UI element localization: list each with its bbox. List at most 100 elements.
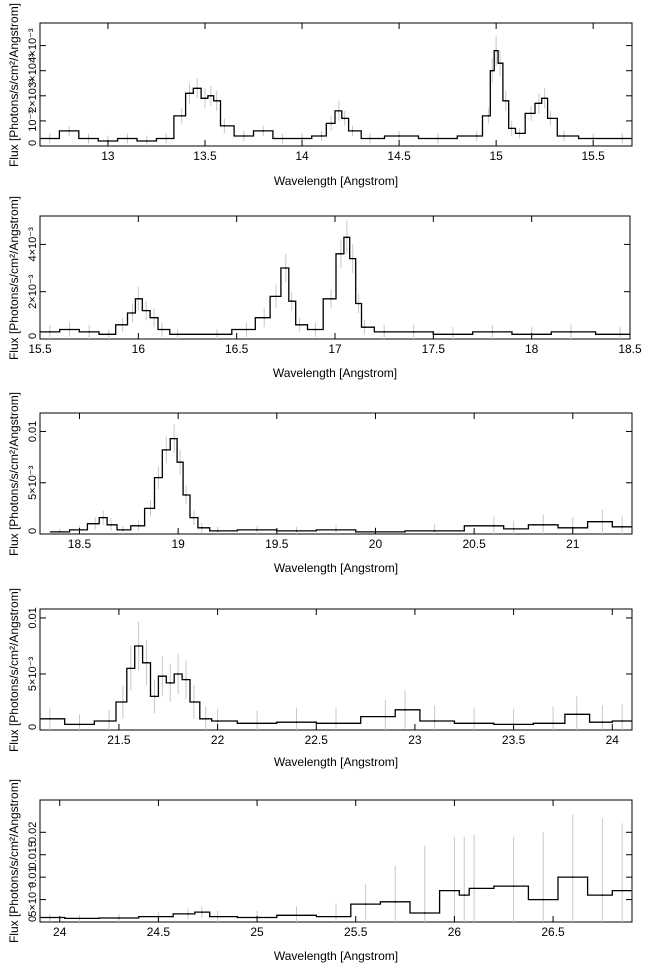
data-point: [121, 324, 124, 326]
data-point: [473, 722, 475, 725]
panel-1-xlabel: Wavelength [Angstrom]: [274, 174, 398, 188]
x-tick-label: 22.5: [305, 733, 329, 747]
panel-2-xlabel: Wavelength [Angstrom]: [273, 366, 397, 380]
panel-1-yticks: 0 10⁻³2×10⁻³3×10⁻³4×10⁻³: [27, 28, 632, 147]
panel-1-spectrum: [40, 49, 632, 142]
panel-5-xticks: 24 24.5 25 25.5 26 26.5: [53, 800, 565, 939]
data-point: [216, 720, 219, 722]
data-point: [188, 92, 191, 95]
x-tick-label: 18.5: [68, 537, 92, 551]
y-tick-label: 5×10⁻³: [27, 657, 39, 692]
data-point: [433, 720, 436, 722]
data-point: [295, 530, 298, 532]
data-point: [49, 717, 51, 720]
panel-4: 21.5 22 22.5 23 23.5 24 0 5×10⁻³ 0.01 Wavelengt…: [7, 588, 633, 769]
data-point: [216, 915, 219, 918]
data-point: [173, 437, 175, 440]
data-point: [453, 889, 456, 892]
panel-3-ylabel: Flux [Photons/s/cm²/Angstrom]: [7, 392, 21, 556]
data-point: [185, 678, 187, 681]
data-point: [475, 135, 478, 137]
data-point: [542, 898, 544, 901]
data-point: [179, 461, 181, 464]
data-point: [161, 328, 163, 331]
y-tick-label: 4×10⁻³: [27, 227, 39, 262]
data-point: [193, 516, 195, 519]
panel-2-errorbars: [49, 220, 621, 339]
data-point: [110, 523, 112, 526]
data-point: [153, 316, 155, 319]
data-point: [394, 901, 397, 903]
panel-5-errorbars: [49, 814, 623, 922]
data-point: [78, 917, 81, 920]
x-tick-label: 21: [566, 537, 580, 551]
data-point: [137, 524, 140, 527]
data-point: [49, 331, 51, 333]
data-point: [499, 62, 501, 64]
data-point: [256, 722, 258, 725]
data-point: [364, 903, 367, 905]
data-point: [216, 333, 218, 336]
data-point: [621, 526, 623, 528]
data-point: [275, 295, 277, 298]
data-point: [473, 887, 475, 890]
data-point: [137, 645, 140, 647]
panel-2-ylabel: Flux [Photons/s/cm²/Angstrom]: [7, 196, 21, 360]
y-tick-label: 0.01: [27, 866, 39, 887]
data-point: [335, 915, 337, 918]
data-point: [176, 333, 179, 336]
x-tick-label: 13.5: [193, 149, 217, 163]
x-tick-label: 26.5: [541, 925, 565, 939]
data-point: [335, 722, 337, 725]
data-point: [108, 720, 110, 722]
data-point: [118, 917, 120, 919]
data-point: [357, 302, 360, 305]
data-point: [538, 102, 540, 105]
y-tick-label: 0.015: [27, 841, 39, 869]
x-tick-label: 24.5: [147, 925, 171, 939]
panel-5-xlabel: Wavelength [Angstrom]: [274, 949, 398, 963]
data-point: [108, 333, 110, 336]
x-tick-label: 25: [250, 925, 264, 939]
data-point: [437, 137, 439, 140]
x-tick-label: 20: [369, 537, 383, 551]
x-tick-label: 22: [211, 733, 225, 747]
data-point: [285, 267, 287, 269]
data-point: [153, 695, 156, 698]
x-tick-label: 24: [53, 925, 67, 939]
data-point: [126, 137, 129, 140]
x-tick-label: 19: [171, 537, 185, 551]
data-point: [487, 115, 490, 117]
panel-1-frame: [39, 22, 633, 147]
data-point: [295, 914, 298, 917]
data-point: [165, 449, 168, 451]
panel-2-spectrum: [40, 236, 630, 336]
x-tick-label: 14: [295, 149, 309, 163]
x-tick-label: 17: [328, 342, 342, 356]
data-point: [245, 328, 248, 331]
spectrum-line: [40, 236, 630, 335]
data-point: [433, 530, 436, 532]
data-point: [145, 661, 148, 664]
data-point: [491, 331, 494, 333]
data-point: [216, 530, 219, 532]
data-point: [169, 682, 172, 684]
data-point: [512, 885, 515, 887]
y-tick-label: 0: [27, 140, 39, 146]
x-tick-label: 16.5: [225, 342, 249, 356]
data-point: [512, 528, 515, 530]
data-point: [161, 675, 164, 678]
x-tick-label: 15: [489, 149, 503, 163]
data-point: [88, 331, 90, 333]
data-point: [78, 723, 81, 726]
panel-5: 24 24.5 25 25.5 26 26.5 05×10⁻³0.010.0150.02 …: [7, 779, 633, 963]
panel-3: 18.5 19 19.5 20 20.5 21 0 5×10⁻³ 0.01 Wavelengt…: [7, 392, 633, 575]
data-point: [343, 117, 346, 120]
data-point: [177, 673, 179, 675]
y-tick-label: 3×10⁻³: [27, 53, 39, 88]
data-point: [530, 112, 532, 115]
x-tick-label: 23: [408, 733, 422, 747]
panel-4-xticks: 21.5 22 22.5 23 23.5 24: [107, 609, 619, 747]
x-tick-label: 18.5: [618, 342, 642, 356]
data-point: [49, 916, 51, 919]
